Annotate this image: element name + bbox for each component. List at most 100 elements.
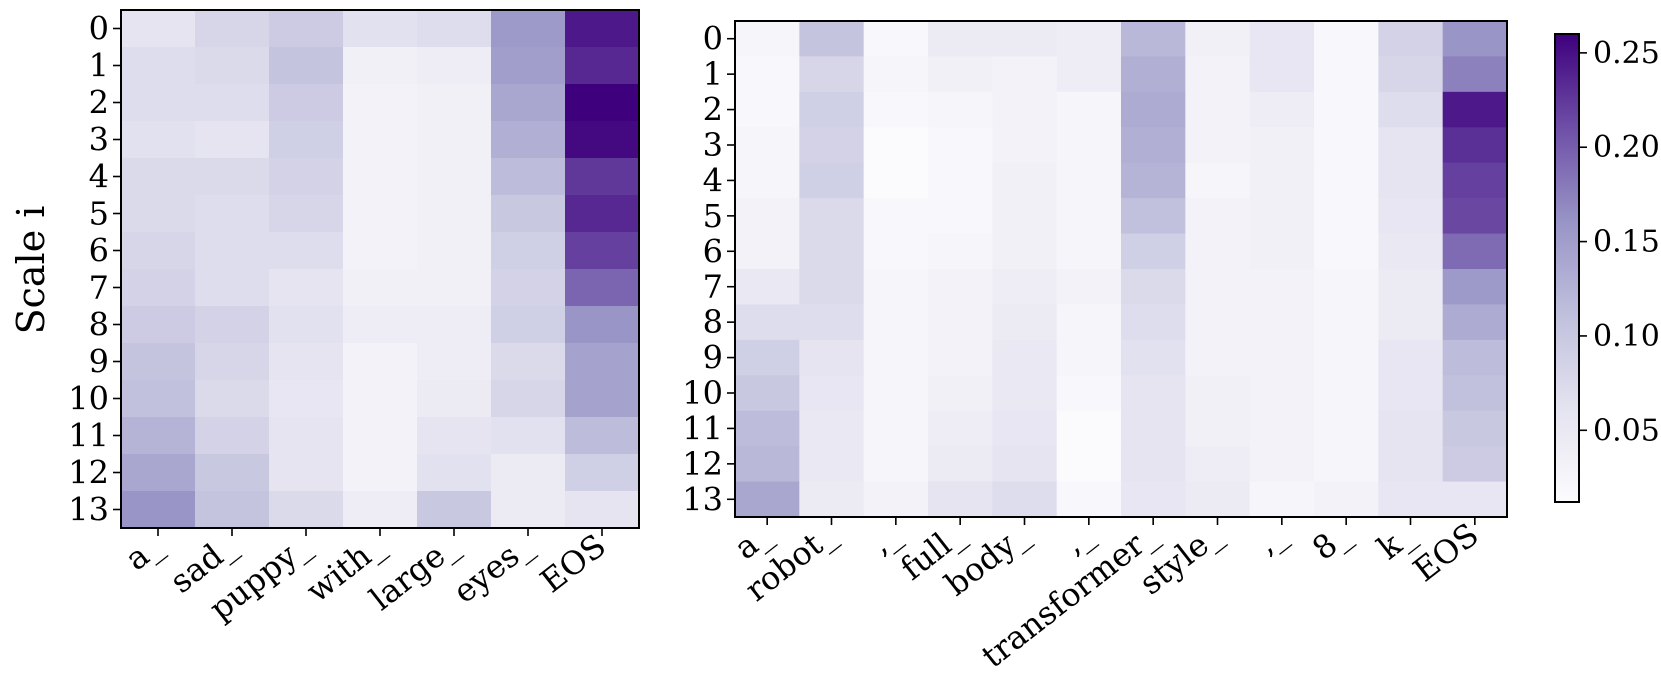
y-tick-label: 4 [89,158,109,196]
heatmap-cell [1056,21,1122,58]
heatmap-cell [1442,410,1508,447]
heatmap-cell [735,198,800,235]
heatmap-cell [195,269,270,307]
heatmap-cell [269,84,344,122]
y-tick-label: 9 [89,343,109,381]
heatmap-cell [491,84,566,122]
heatmap-cell [1442,481,1508,518]
y-tick-label: 8 [703,303,723,341]
heatmap-cell [735,91,800,128]
heatmap-cell [1056,481,1122,518]
heatmap-cell [565,343,640,381]
heatmap-cell [1121,56,1186,93]
colorbar-tick-label: 0.25 [1593,36,1660,71]
heatmap-cell [992,21,1058,58]
heatmap-cell [1056,56,1122,93]
heatmap-cell [565,491,640,529]
heatmap-cell [269,158,344,196]
heatmap-cell [121,343,196,381]
heatmap-cell [1378,127,1444,164]
heatmap-cell [195,454,270,492]
heatmap-cell [863,91,929,128]
heatmap-cell [1056,304,1122,341]
heatmap-left: 012345678910111213a_sad_puppy_with_large… [68,9,640,628]
heatmap-cell [1185,446,1251,483]
y-tick-label: 2 [703,91,723,129]
heatmap-cell [565,417,640,455]
heatmap-cell [343,47,418,85]
heatmap-cell [863,304,929,341]
heatmap-cell [343,269,418,307]
heatmap-cell [565,84,640,122]
heatmap-cell [1121,375,1186,412]
heatmap-cell [121,454,196,492]
heatmap-cell [992,269,1058,306]
heatmap-cell [1185,375,1251,412]
heatmap-cell [1121,233,1186,270]
heatmap-cell [121,417,196,455]
y-tick-label: 5 [703,197,723,235]
heatmap-cell [121,47,196,85]
heatmap-cell [863,375,929,412]
heatmap-cell [1185,339,1251,376]
heatmap-cell [343,84,418,122]
heatmap-cell [1249,304,1315,341]
heatmap-cell [491,269,566,307]
heatmap-cell [1249,481,1315,518]
colorbar-gradient [1554,33,1580,503]
y-tick-label: 11 [68,417,109,455]
heatmap-cell [992,233,1058,270]
heatmap-cell [195,380,270,418]
heatmap-cell [1378,198,1444,235]
y-tick-label: 7 [703,268,723,306]
heatmap-cell [343,343,418,381]
heatmap-cell [799,339,865,376]
heatmap-cell [1185,21,1251,58]
heatmap-cell [491,121,566,159]
heatmap-cell [1442,162,1508,199]
heatmap-cell [863,339,929,376]
heatmap-cell [491,380,566,418]
y-tick-label: 3 [703,126,723,164]
heatmap-cell [1249,91,1315,128]
heatmap-cell [121,10,196,48]
heatmap-cell [1249,198,1315,235]
heatmap-cell [417,343,492,381]
heatmap-cell [1249,269,1315,306]
heatmap-cell [417,491,492,529]
heatmap-cell [1314,233,1379,270]
heatmap-cell [343,306,418,344]
heatmap-cell [1121,446,1186,483]
heatmap-cell [195,306,270,344]
y-tick-label: 6 [89,232,109,270]
heatmap-cell [343,454,418,492]
heatmap-cell [269,306,344,344]
heatmap-cell [491,343,566,381]
heatmap-cell [1056,410,1122,447]
heatmap-cell [343,232,418,270]
heatmap-cell [343,121,418,159]
heatmap-cell [735,481,800,518]
heatmap-cell [1442,446,1508,483]
heatmap-cell [195,47,270,85]
heatmap-cell [863,410,929,447]
heatmap-cell [1378,21,1444,58]
heatmap-cell [343,10,418,48]
heatmap-cell [863,162,929,199]
heatmap-cell [491,158,566,196]
heatmap-cell [1378,481,1444,518]
heatmap-cell [1185,198,1251,235]
heatmap-cell [1185,162,1251,199]
heatmap-cell [1314,56,1379,93]
heatmap-cell [417,158,492,196]
heatmap-cell [195,232,270,270]
heatmap-cell [121,491,196,529]
heatmap-cell [799,304,865,341]
heatmap-cell [928,162,993,199]
heatmap-cell [1442,339,1508,376]
heatmap-cell [565,232,640,270]
heatmap-cell [992,127,1058,164]
heatmap-cell [928,91,993,128]
